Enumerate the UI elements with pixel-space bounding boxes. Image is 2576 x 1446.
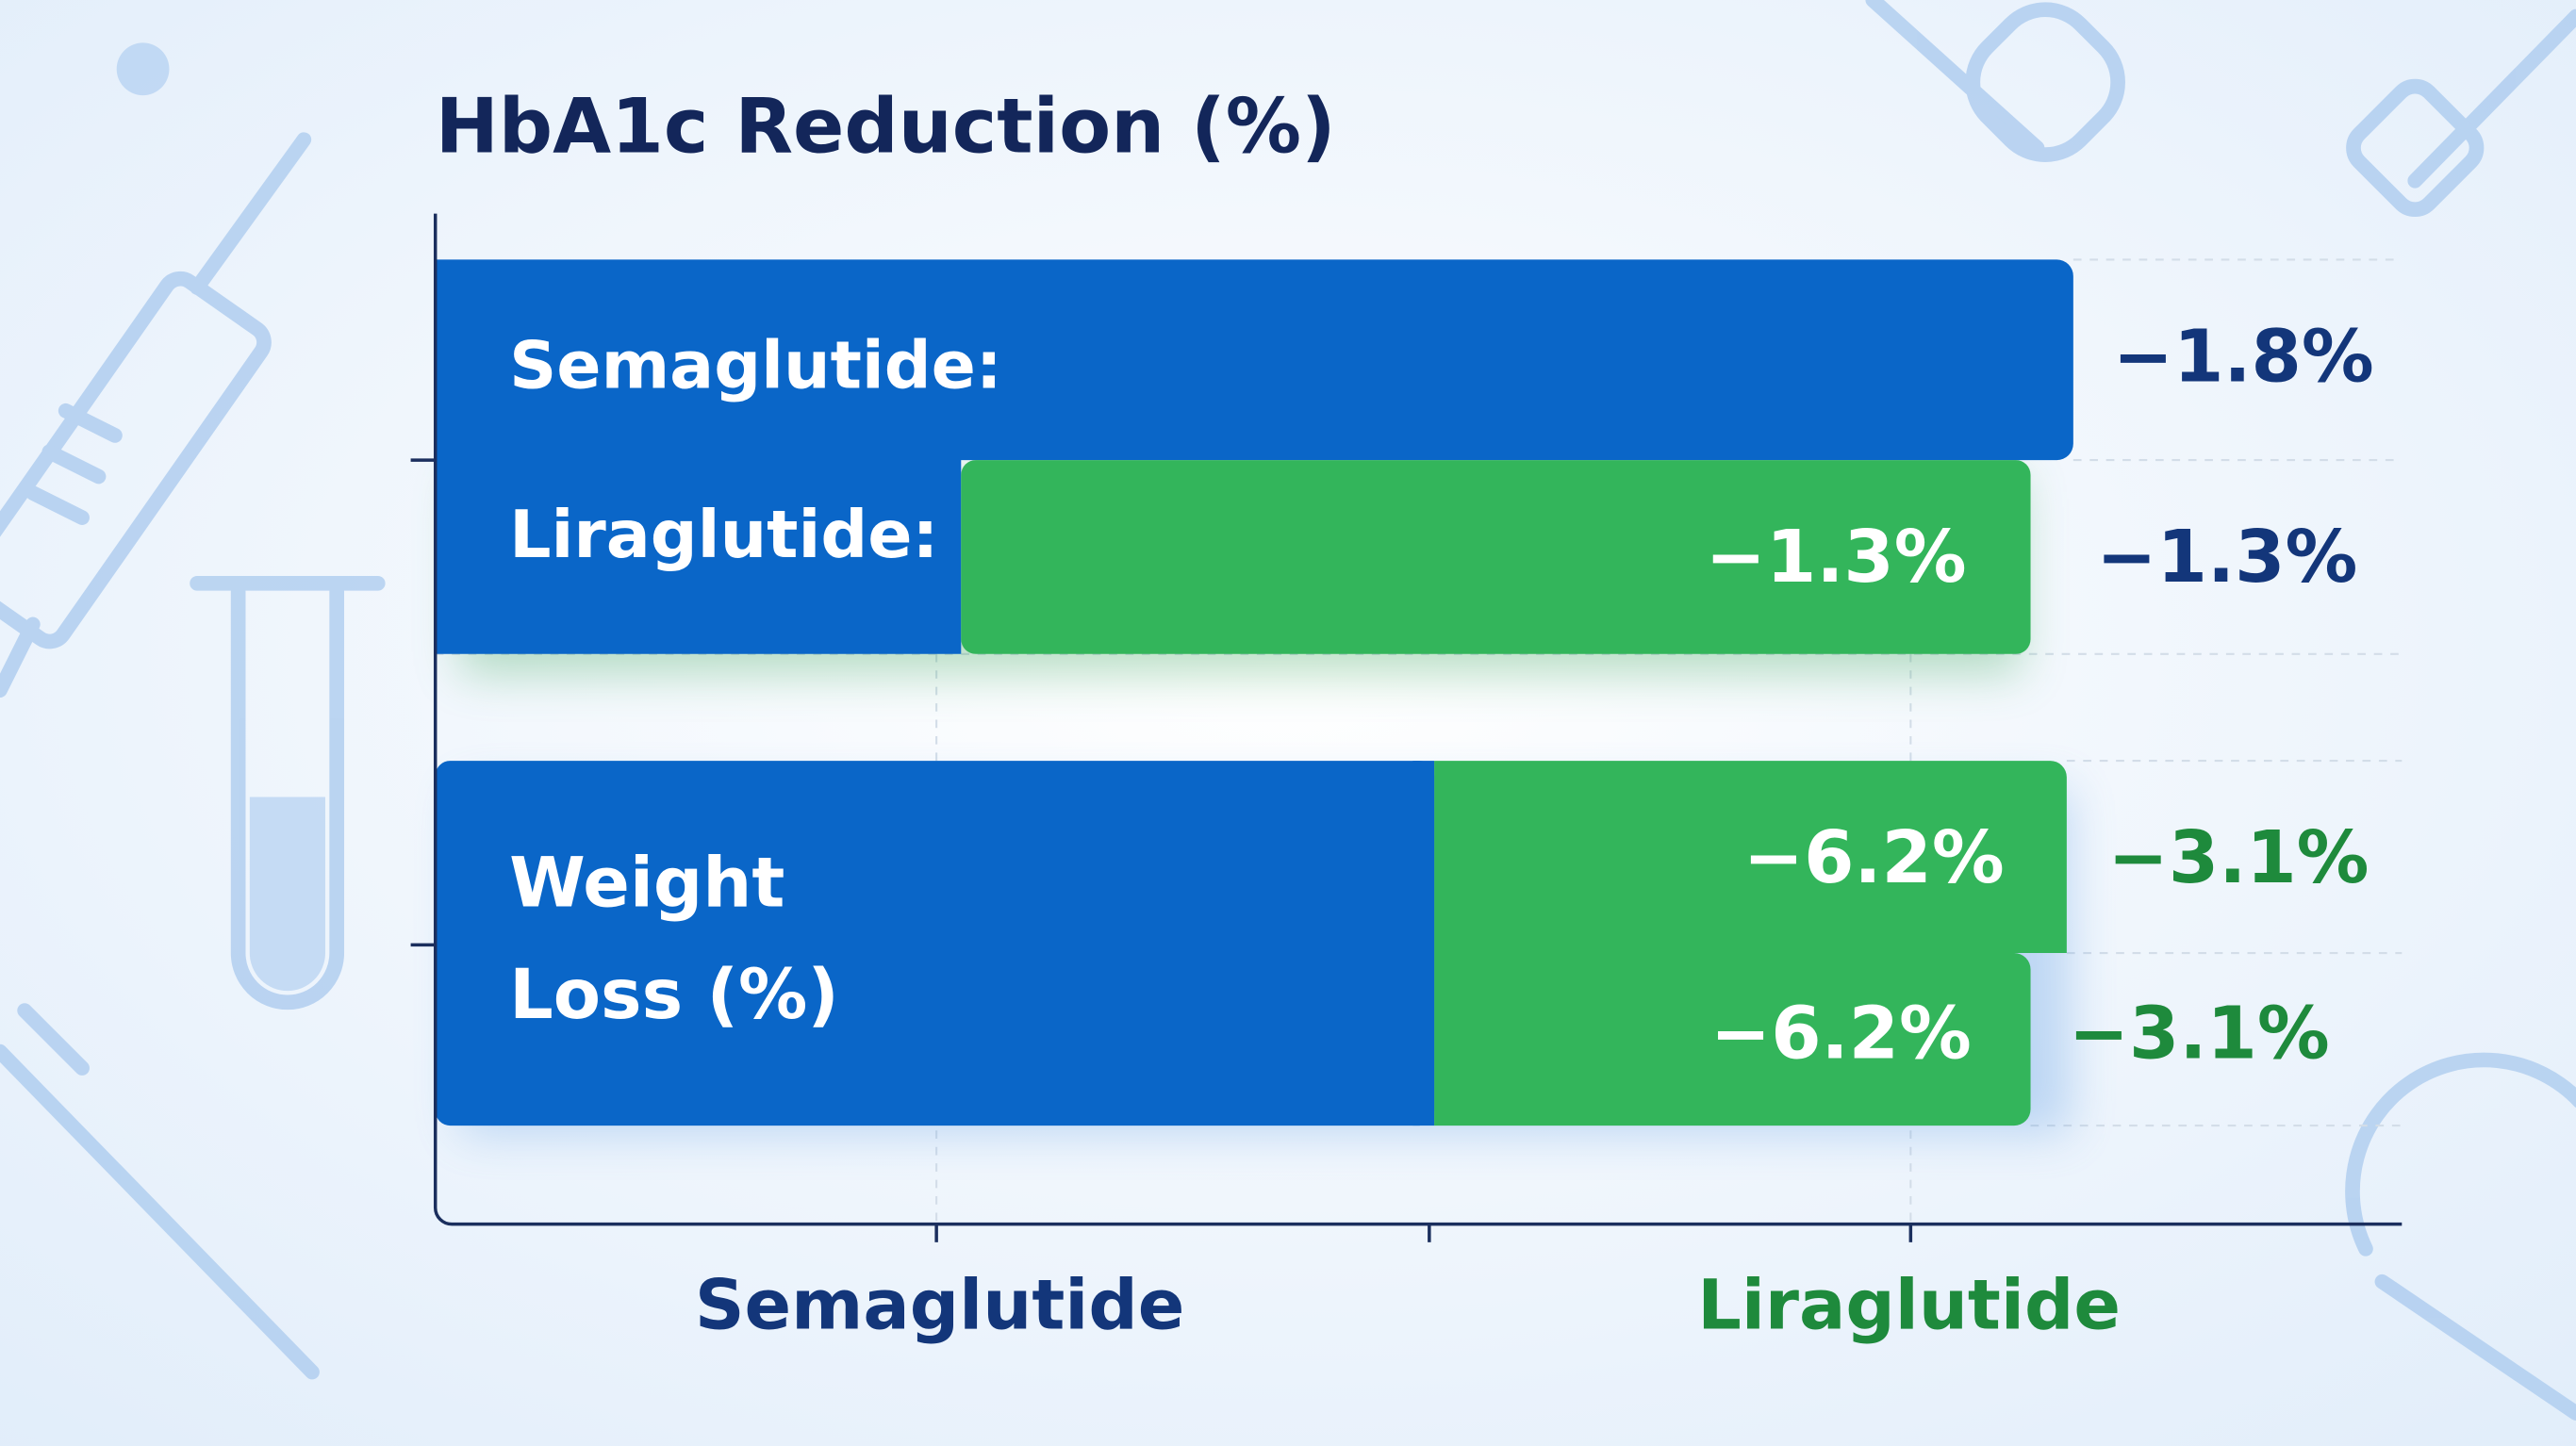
bar-label: Loss (%) — [509, 955, 839, 1035]
bar-value: −6.2% — [1743, 816, 2005, 900]
weight-panel: Weight Loss (%) −6.2% −6.2% −3.1% −3.1% — [435, 761, 2370, 1134]
semaglutide-bar — [435, 259, 2073, 654]
bar-edge — [1412, 761, 1435, 1126]
pill-bottom-right — [2345, 1052, 2576, 1421]
side-value: −1.8% — [2113, 315, 2374, 399]
side-value: −3.1% — [2069, 993, 2330, 1076]
liraglutide-bar — [1434, 761, 2067, 1126]
bar-label: Liraglutide: — [509, 497, 938, 573]
side-value: −3.1% — [2108, 816, 2370, 900]
x-axis-label: Semaglutide — [695, 1265, 1185, 1345]
semaglutide-bar — [435, 761, 1435, 1126]
axis-line — [433, 213, 2403, 1226]
x-axis-label: Liraglutide — [1697, 1265, 2121, 1345]
liraglutide-bar — [961, 460, 2031, 654]
syringe-left — [0, 132, 312, 698]
chart-title: HbA1c Reduction (%) — [436, 82, 1336, 170]
bar-value: −1.3% — [1706, 516, 1967, 600]
axes — [410, 213, 2403, 1242]
bar-label: Weight — [509, 843, 784, 923]
bar-value: −6.2% — [1710, 993, 1972, 1076]
syringe-bottom-left — [0, 1003, 320, 1380]
syringe-top-right — [1865, 0, 2576, 218]
bar-label: Semaglutide: — [509, 327, 1002, 403]
hba1c-panel: Semaglutide: Liraglutide: −1.3% −1.8% −1… — [435, 259, 2374, 674]
side-value: −1.3% — [2096, 516, 2357, 600]
test-tube — [190, 575, 386, 1011]
dot — [116, 42, 170, 96]
